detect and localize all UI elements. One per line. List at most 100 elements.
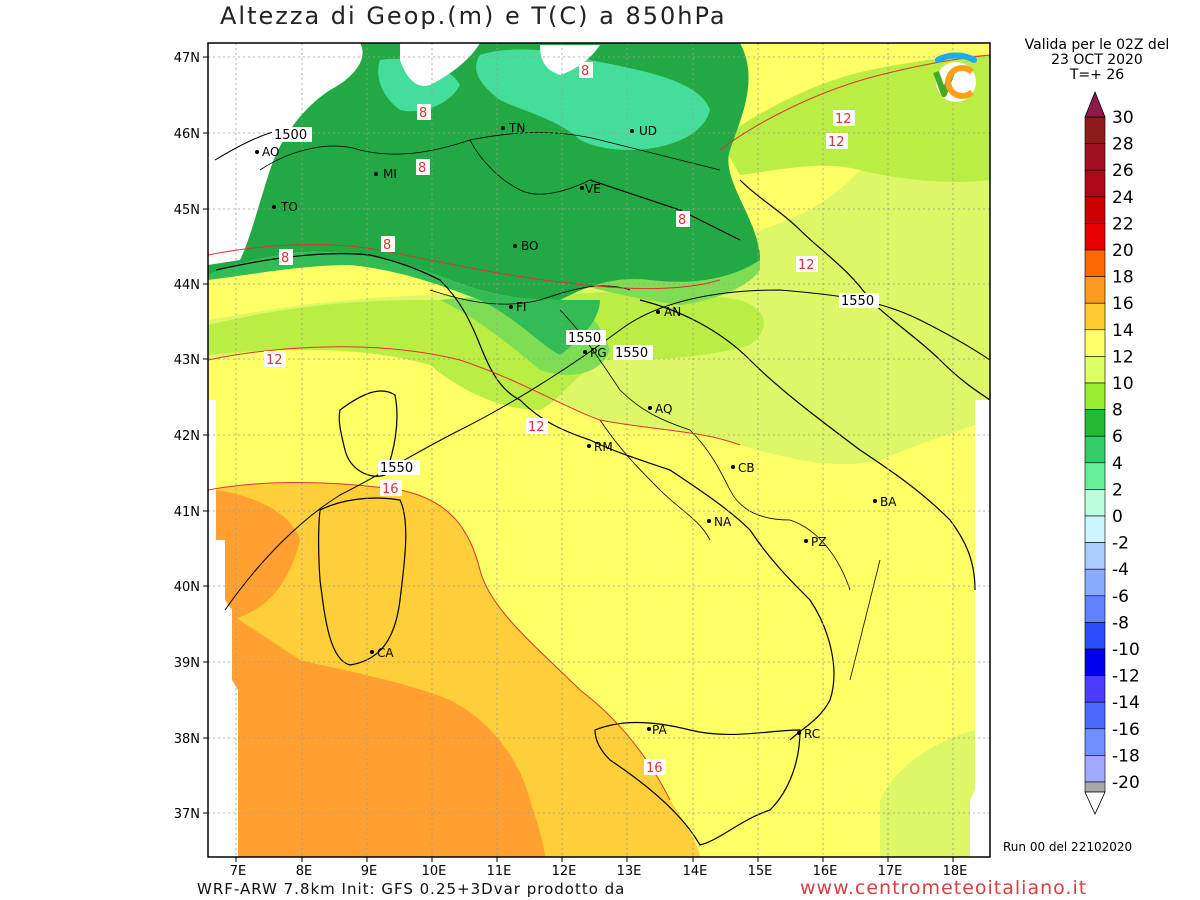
- city-dot-ve: [580, 186, 584, 190]
- city-dot-mi: [374, 172, 378, 176]
- city-dot-cb: [731, 465, 735, 469]
- no-data-edge: [216, 540, 238, 857]
- city-dot-aq: [648, 406, 652, 410]
- legend-box: [1084, 435, 1106, 464]
- city-label-mi: MI: [383, 167, 397, 181]
- lat-label: 47N: [174, 51, 200, 66]
- lon-label: 7E: [230, 864, 247, 879]
- lat-label: 41N: [174, 505, 200, 520]
- legend-label: 10: [1112, 374, 1134, 394]
- city-dot-bo: [513, 244, 517, 248]
- city-label-ve: VE: [585, 182, 601, 196]
- lon-label: 13E: [617, 864, 642, 879]
- lat-label: 44N: [174, 278, 200, 293]
- city-label-ba: BA: [880, 495, 897, 509]
- lon-label: 16E: [813, 864, 838, 879]
- validity-line-1: Valida per le 02Z del: [1024, 37, 1170, 53]
- validity-block: Valida per le 02Z del 23 OCT 2020 T=+ 26: [994, 38, 1200, 83]
- legend-label: 18: [1112, 268, 1134, 288]
- lon-label: 11E: [487, 864, 512, 879]
- legend-arrow-top: [1084, 90, 1106, 118]
- legend-label: 24: [1112, 188, 1134, 208]
- temp-label: 12: [828, 135, 845, 150]
- city-label-tn: TN: [508, 121, 525, 135]
- temp-band-12-south: [880, 730, 975, 857]
- legend-label: 16: [1112, 294, 1134, 314]
- temp-contours: [208, 54, 990, 801]
- legend-box: [1084, 701, 1106, 730]
- legend-labels: 302826242220181614121086420-2-4-6-8-10-1…: [1112, 108, 1140, 793]
- legend-box: [1084, 143, 1106, 171]
- temp-label: 12: [266, 353, 283, 368]
- run-label: Run 00 del 22102020: [1003, 840, 1133, 854]
- temp-label: 8: [383, 238, 391, 253]
- lon-label: 9E: [361, 864, 378, 879]
- lat-label: 45N: [174, 203, 200, 218]
- legend-box: [1084, 781, 1106, 793]
- graticule: [208, 43, 990, 857]
- legend-label: -16: [1112, 720, 1140, 740]
- legend-box: [1084, 648, 1106, 676]
- city-dot-rc: [797, 731, 801, 735]
- legend-label: 6: [1112, 427, 1123, 447]
- website-link[interactable]: www.centrometeoitaliano.it: [800, 877, 1088, 899]
- temp-label: 8: [581, 64, 589, 79]
- legend-box: [1084, 302, 1106, 331]
- geop-label: 1550: [615, 346, 648, 361]
- legend-box: [1084, 542, 1106, 570]
- legend-box: [1084, 196, 1106, 224]
- legend-box: [1084, 755, 1106, 783]
- temp-label: 8: [281, 251, 289, 266]
- city-label-aq: AQ: [655, 402, 672, 416]
- temp-label: 16: [646, 761, 663, 776]
- city-label-rc: RC: [804, 727, 820, 741]
- temp-label: 8: [678, 213, 686, 228]
- city-dot-to: [272, 205, 276, 209]
- temp-labels: 8 8 8 8 8 8 12 12 12 12 12 16 16: [264, 62, 855, 776]
- legend-box: [1084, 169, 1106, 198]
- lon-label: 12E: [552, 864, 577, 879]
- legend-label: -2: [1112, 534, 1129, 554]
- geop-label: 1500: [274, 128, 307, 143]
- lon-label: 8E: [296, 864, 313, 879]
- city-label-cb: CB: [738, 461, 755, 475]
- legend-box: [1084, 462, 1106, 490]
- legend-label: -14: [1112, 693, 1140, 713]
- city-dot-rm: [587, 444, 591, 448]
- legend-label: 4: [1112, 454, 1123, 474]
- validity-line-2: 23 OCT 2020: [1051, 52, 1143, 68]
- legend-box: [1084, 276, 1106, 304]
- legend-label: -6: [1112, 587, 1129, 607]
- city-dot-fi: [509, 305, 513, 309]
- geop-labels: 1500 1550 1550 1550 1550: [272, 127, 879, 476]
- legend-label: 8: [1112, 401, 1123, 421]
- lon-label: 18E: [943, 864, 968, 879]
- city-dot-ud: [630, 129, 634, 133]
- lat-label: 40N: [174, 580, 200, 595]
- legend-box: [1084, 223, 1106, 251]
- geop-label: 1550: [841, 294, 874, 309]
- city-dot-ao: [255, 150, 259, 154]
- legend-box: [1084, 728, 1106, 756]
- lat-label: 46N: [174, 127, 200, 142]
- map-frame: [207, 42, 991, 858]
- city-label-to: TO: [280, 200, 298, 214]
- terrain-mask: [208, 43, 363, 265]
- city-dot-ba: [873, 499, 877, 503]
- temp-band-18-west: [216, 490, 300, 620]
- legend-label: -4: [1112, 560, 1129, 580]
- borders: [259, 132, 881, 681]
- legend-label: -18: [1112, 746, 1140, 766]
- legend-label: 12: [1112, 347, 1134, 367]
- legend-box: [1084, 356, 1106, 384]
- city-label-ao: AO: [262, 145, 279, 159]
- legend-label: 0: [1112, 507, 1123, 527]
- legend-label: -10: [1112, 640, 1140, 660]
- temp-label: 12: [528, 420, 545, 435]
- temp-band-10-12: [208, 291, 764, 410]
- legend-box: [1084, 116, 1106, 144]
- no-data-edge-east: [970, 400, 990, 857]
- lat-label: 37N: [174, 807, 200, 822]
- legend-arrow-bottom: [1084, 791, 1106, 815]
